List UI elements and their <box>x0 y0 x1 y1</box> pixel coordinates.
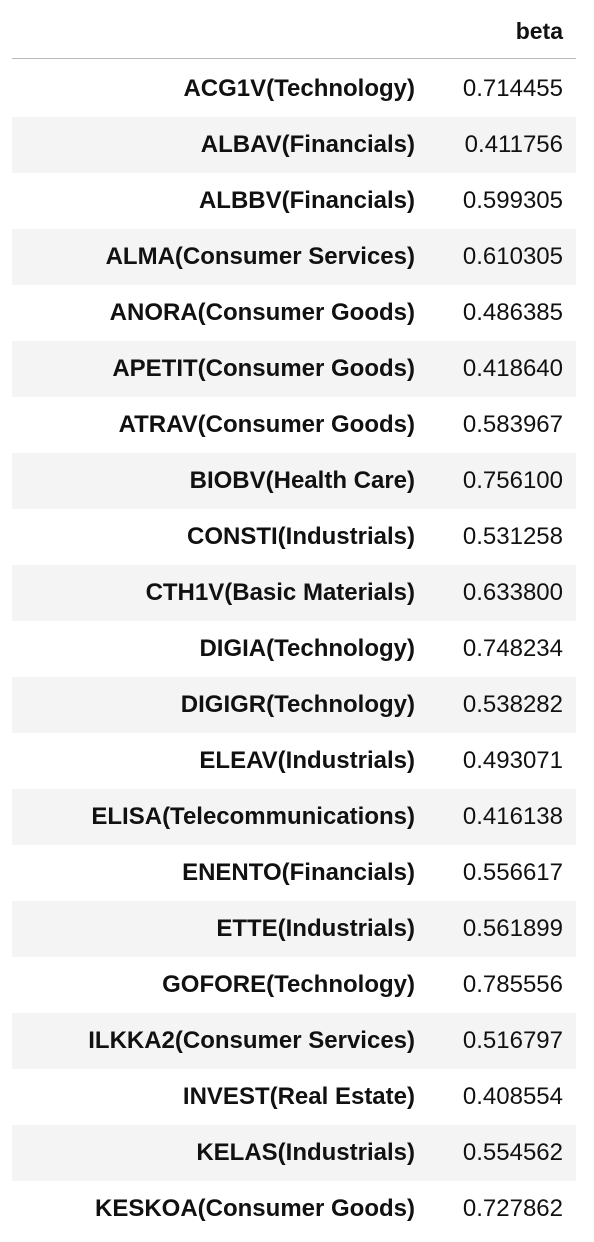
row-index-label: CONSTI(Industrials) <box>186 523 415 550</box>
table-row: ALMA(Consumer Services) 0.610305 <box>12 229 576 285</box>
row-index-label: ELEAV(Industrials) <box>199 747 415 774</box>
beta-value-cell: 0.727862 <box>462 1195 563 1222</box>
row-index-label: ACG1V(Technology) <box>183 75 415 102</box>
beta-value-cell: 0.556617 <box>462 859 563 886</box>
row-index-label: DIGIGR(Technology) <box>180 691 415 718</box>
table-row: DIGIGR(Technology) 0.538282 <box>12 677 576 733</box>
table-row: CONSTI(Industrials) 0.531258 <box>12 509 576 565</box>
table-row: ATRAV(Consumer Goods) 0.583967 <box>12 397 576 453</box>
beta-value-cell: 0.785556 <box>462 971 563 998</box>
table-row: BIOBV(Health Care) 0.756100 <box>12 453 576 509</box>
beta-value-cell: 0.486385 <box>462 299 563 326</box>
column-header-beta: beta <box>515 18 563 44</box>
table-row: KELAS(Industrials) 0.554562 <box>12 1125 576 1181</box>
row-index-label: ALBAV(Financials) <box>200 131 415 158</box>
row-index-label: ANORA(Consumer Goods) <box>109 299 415 326</box>
row-index-label: GOFORE(Technology) <box>162 971 415 998</box>
row-index-label: KELAS(Industrials) <box>196 1139 415 1166</box>
table-row: ETTE(Industrials) 0.561899 <box>12 901 576 957</box>
row-index-label: ELISA(Telecommunications) <box>91 803 415 830</box>
row-index-label: ALMA(Consumer Services) <box>105 243 415 270</box>
row-index-label: CTH1V(Basic Materials) <box>145 579 415 606</box>
beta-value-cell: 0.756100 <box>462 467 563 494</box>
table-row: INVEST(Real Estate) 0.408554 <box>12 1069 576 1125</box>
beta-value-cell: 0.714455 <box>462 75 563 102</box>
row-index-label: DIGIA(Technology) <box>199 635 415 662</box>
table-row: DIGIA(Technology) 0.748234 <box>12 621 576 677</box>
table-header-row: beta <box>12 0 576 59</box>
row-index-label: INVEST(Real Estate) <box>182 1083 415 1110</box>
row-index-label: ALBBV(Financials) <box>198 187 415 214</box>
beta-value-cell: 0.583967 <box>462 411 563 438</box>
row-index-label: APETIT(Consumer Goods) <box>112 355 415 382</box>
table-body: ACG1V(Technology) 0.714455 ALBAV(Financial… <box>12 61 576 1237</box>
beta-value-cell: 0.561899 <box>462 915 563 942</box>
table-row: APETIT(Consumer Goods) 0.418640 <box>12 341 576 397</box>
table-row: ACG1V(Technology) 0.714455 <box>12 61 576 117</box>
beta-value-cell: 0.408554 <box>462 1083 563 1110</box>
beta-value-cell: 0.411756 <box>464 131 563 158</box>
beta-value-cell: 0.516797 <box>462 1027 563 1054</box>
table-row: ELISA(Telecommunications) 0.416138 <box>12 789 576 845</box>
row-index-label: BIOBV(Health Care) <box>189 467 415 494</box>
table-row: CTH1V(Basic Materials) 0.633800 <box>12 565 576 621</box>
beta-value-cell: 0.554562 <box>462 1139 563 1166</box>
row-index-label: KESKOA(Consumer Goods) <box>94 1195 415 1222</box>
beta-value-cell: 0.531258 <box>462 523 563 550</box>
beta-value-cell: 0.493071 <box>462 747 563 774</box>
beta-value-cell: 0.416138 <box>462 803 563 830</box>
table-row: ENENTO(Financials) 0.556617 <box>12 845 576 901</box>
row-index-label: ILKKA2(Consumer Services) <box>88 1027 415 1054</box>
table-row: ILKKA2(Consumer Services) 0.516797 <box>12 1013 576 1069</box>
row-index-label: ENENTO(Financials) <box>182 859 415 886</box>
table-row: ALBAV(Financials) 0.411756 <box>12 117 576 173</box>
table-row: ALBBV(Financials) 0.599305 <box>12 173 576 229</box>
beta-value-cell: 0.610305 <box>462 243 563 270</box>
row-index-label: ATRAV(Consumer Goods) <box>118 411 415 438</box>
beta-value-cell: 0.633800 <box>462 579 563 606</box>
table-row: ELEAV(Industrials) 0.493071 <box>12 733 576 789</box>
beta-value-cell: 0.599305 <box>462 187 563 214</box>
row-index-label: ETTE(Industrials) <box>216 915 415 942</box>
table-row: ANORA(Consumer Goods) 0.486385 <box>12 285 576 341</box>
table-row: GOFORE(Technology) 0.785556 <box>12 957 576 1013</box>
beta-value-cell: 0.538282 <box>462 691 563 718</box>
beta-value-cell: 0.748234 <box>462 635 563 662</box>
beta-value-cell: 0.418640 <box>462 355 563 382</box>
table-row: KESKOA(Consumer Goods) 0.727862 <box>12 1181 576 1237</box>
